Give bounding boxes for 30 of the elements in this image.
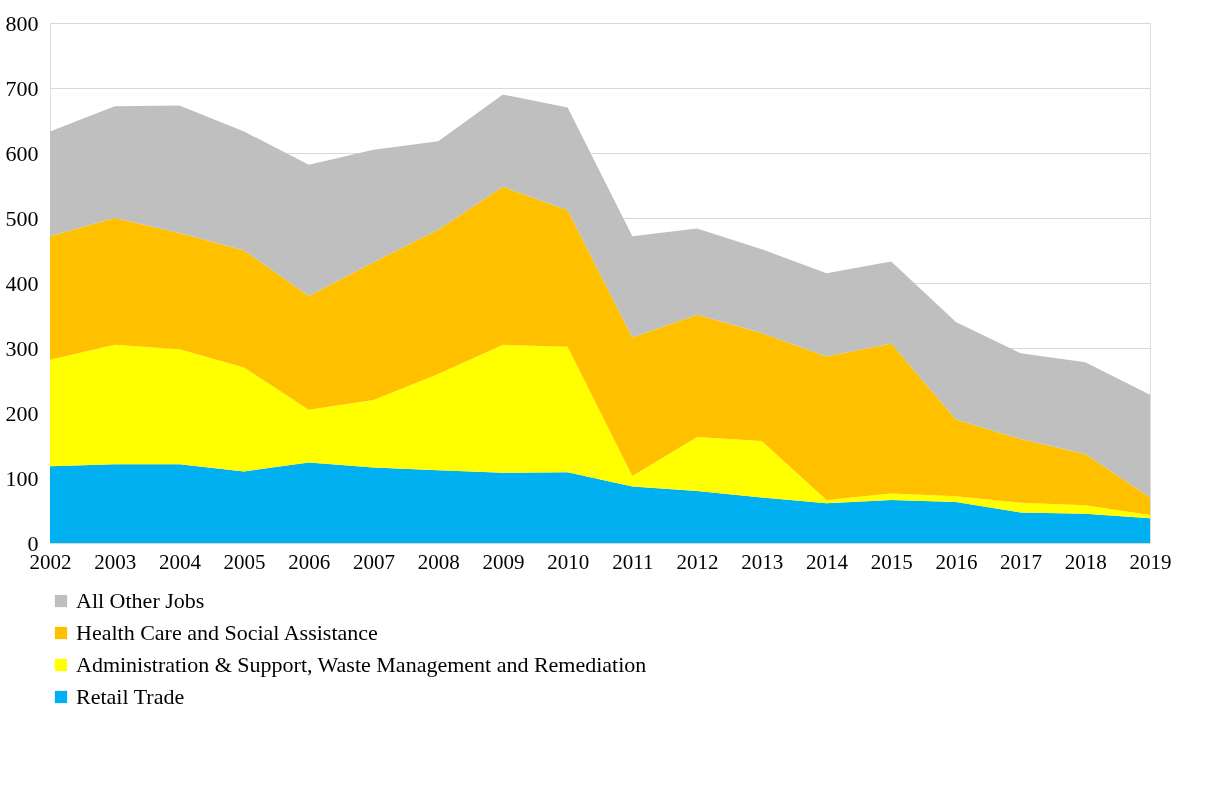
x-tick-label: 2006 (288, 549, 331, 574)
y-tick-label: 0 (27, 530, 39, 556)
legend-label: Retail Trade (76, 684, 185, 709)
legend-label: Administration & Support, Waste Management and Remediation (76, 652, 647, 677)
x-tick-label: 2011 (612, 549, 654, 574)
y-tick-label: 300 (5, 335, 39, 361)
legend-label: Health Care and Social Assistance (76, 620, 378, 645)
x-tick-label: 2016 (935, 549, 978, 574)
x-tick-label: 2012 (676, 549, 719, 574)
x-tick-label: 2005 (223, 549, 266, 574)
x-tick-label: 2013 (741, 549, 784, 574)
y-tick-label: 200 (5, 400, 39, 426)
x-tick-label: 2010 (547, 549, 590, 574)
y-tick-label: 500 (5, 205, 39, 231)
x-tick-label: 2008 (417, 549, 460, 574)
x-tick-label: 2004 (158, 549, 202, 574)
x-tick-label: 2017 (1000, 549, 1043, 574)
y-tick-label: 800 (5, 10, 39, 36)
x-tick-label: 2019 (1129, 549, 1172, 574)
x-tick-label: 2009 (482, 549, 525, 574)
x-tick-label: 2003 (94, 549, 137, 574)
x-tick-label: 2018 (1064, 549, 1107, 574)
y-tick-label: 400 (5, 270, 39, 296)
legend-label: All Other Jobs (76, 588, 205, 613)
x-tick-label: 2007 (353, 549, 396, 574)
x-tick-label: 2014 (805, 549, 849, 574)
y-tick-label: 600 (5, 140, 39, 166)
y-tick-label: 100 (5, 465, 39, 491)
y-tick-label: 700 (5, 75, 39, 101)
x-tick-label: 2015 (870, 549, 913, 574)
